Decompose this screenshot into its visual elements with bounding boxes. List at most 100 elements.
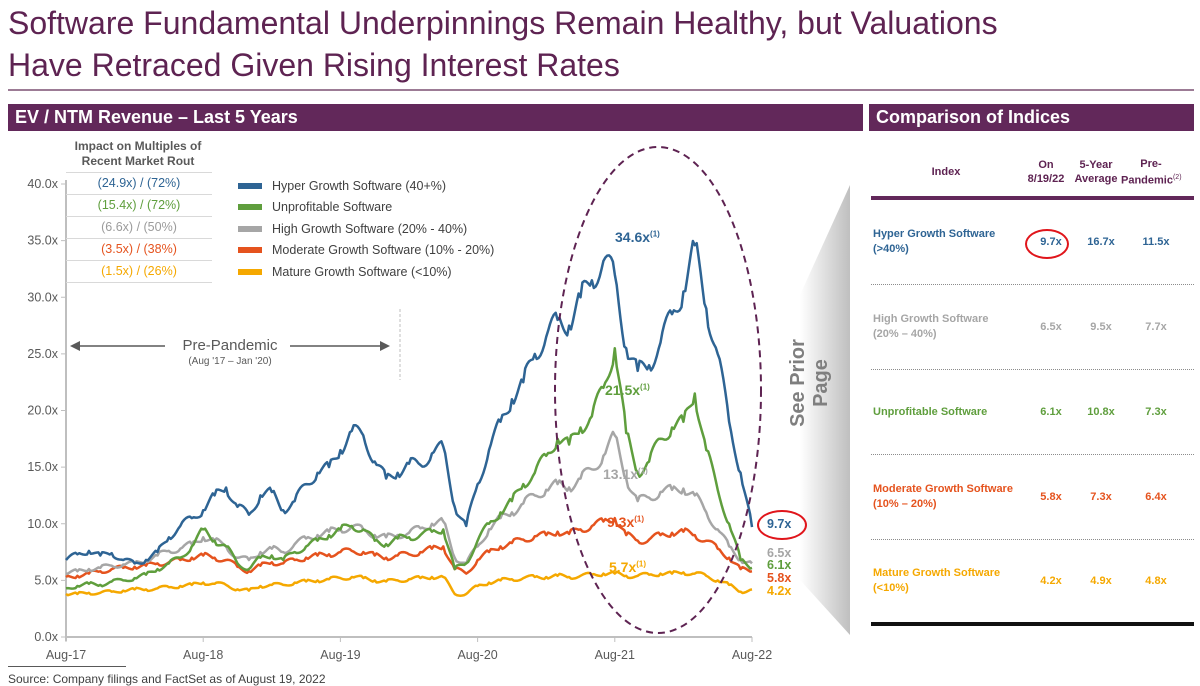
index-name-cell: High Growth Software (20% – 40%): [871, 312, 1026, 342]
y-tick-label: 35.0x: [27, 234, 58, 248]
legend-label: High Growth Software (20% - 40%): [272, 221, 468, 236]
index-range: (20% – 40%): [873, 328, 937, 340]
y-tick-label: 40.0x: [27, 177, 58, 191]
y-tick-label: 25.0x: [27, 347, 58, 361]
hyper-peak-value: 34.6x: [615, 229, 651, 245]
end-label-unprofitable: 6.1x: [767, 558, 792, 572]
x-tick-label: Aug-19: [320, 648, 360, 662]
footnote-mark: (1): [634, 514, 645, 524]
value-on-date: 4.2x: [1040, 574, 1062, 587]
y-tick-label: 30.0x: [27, 290, 58, 304]
end-label-moderate: 5.8x: [767, 571, 792, 585]
impact-row: (6.6x) / (50%): [66, 216, 212, 238]
highlight-circle: [757, 510, 807, 540]
comparison-row: High Growth Software (20% – 40%) 6.5x 9.5x 7…: [871, 285, 1194, 370]
index-range: (10% – 20%): [873, 498, 937, 510]
index-range: (<10%): [873, 582, 909, 594]
mature-peak-annotation: 5.7x(1): [609, 559, 646, 575]
value-5yr-avg: 4.9x: [1090, 574, 1112, 587]
index-range: (>40%): [873, 243, 909, 255]
footnote-mark: (1): [636, 559, 647, 569]
impact-row: (1.5x) / (26%): [66, 260, 212, 283]
comparison-row: Unprofitable Software 6.1x 10.8x 7.3x: [871, 370, 1194, 455]
impact-table: (24.9x) / (72%) (15.4x) / (72%) (6.6x) / (…: [66, 172, 212, 283]
value-on-date: 6.5x: [1040, 320, 1062, 333]
impact-heading: Impact on Multiples of Recent Market Rou…: [58, 139, 218, 169]
comparison-table: Index On 8/19/22 5-Year Average Pre-Pand…: [871, 150, 1194, 626]
index-name-cell: Unprofitable Software: [871, 405, 1026, 420]
pre-pandemic-range: (Aug '17 – Jan '20): [188, 356, 272, 367]
chart-section-header: EV / NTM Revenue – Last 5 Years: [8, 104, 863, 131]
value-5yr-avg: 7.3x: [1090, 490, 1112, 503]
x-tick-label: Aug-22: [732, 648, 772, 662]
y-tick-label: 0.0x: [34, 630, 58, 644]
legend-label: Moderate Growth Software (10% - 20%): [272, 243, 495, 258]
series-line-high-growth-software: [66, 430, 753, 575]
index-name-cell: Hyper Growth Software (>40%): [871, 227, 1026, 257]
y-tick-label: 15.0x: [27, 460, 58, 474]
index-name: High Growth Software: [873, 313, 989, 325]
comparison-row: Moderate Growth Software (10% – 20%) 5.8x 7…: [871, 455, 1194, 540]
value-pre-pandemic: 6.4x: [1145, 490, 1167, 503]
y-tick-label: 20.0x: [27, 404, 58, 418]
moderate-peak-annotation: 9.3x(1): [607, 514, 644, 530]
impact-row: (24.9x) / (72%): [66, 172, 212, 194]
unprofitable-peak-annotation: 21.5x(1): [605, 382, 650, 398]
y-tick-label: 10.0x: [27, 517, 58, 531]
unprofitable-peak-value: 21.5x: [605, 382, 641, 398]
legend-item: High Growth Software (20% - 40%): [238, 218, 494, 240]
title-divider: [8, 89, 1194, 91]
header-on-date: On 8/19/22: [1027, 159, 1065, 185]
title-line-2: Have Retraced Given Rising Interest Rate…: [8, 47, 620, 83]
value-5yr-avg: 9.5x: [1090, 320, 1112, 333]
see-prior-page-callout: [800, 185, 850, 635]
value-5yr-avg: 16.7x: [1087, 235, 1115, 248]
legend-item: Moderate Growth Software (10% - 20%): [238, 240, 494, 262]
footnote-mark: (1): [638, 466, 648, 476]
legend-swatch: [238, 182, 262, 189]
legend-swatch: [238, 204, 262, 211]
x-tick-label: Aug-20: [457, 648, 497, 662]
value-pre-pandemic: 7.7x: [1145, 320, 1167, 333]
legend-item: Hyper Growth Software (40+%): [238, 175, 494, 197]
value-on-date: 6.1x: [1040, 405, 1062, 418]
value-on-date: 5.8x: [1040, 490, 1062, 503]
series-line-unprofitable-software: [65, 346, 753, 590]
series-line-hyper-growth-software: [65, 239, 754, 565]
high-growth-peak-annotation: 13.1x(1): [603, 466, 648, 482]
legend-item: Unprofitable Software: [238, 197, 494, 219]
impact-row: (15.4x) / (72%): [66, 194, 212, 216]
impact-row: (3.5x) / (38%): [66, 238, 212, 260]
comparison-section-header: Comparison of Indices: [869, 104, 1194, 131]
source-note: Source: Company filings and FactSet as o…: [8, 672, 326, 686]
arrow-right-icon: [380, 341, 390, 351]
header-pre-pandemic-label: Pre-Pandemic: [1121, 157, 1173, 187]
x-tick-label: Aug-18: [183, 648, 223, 662]
highlight-ellipse: [554, 146, 762, 634]
end-label-mature: 4.2x: [767, 584, 792, 598]
y-tick-label: 5.0x: [34, 573, 58, 587]
highlight-circle-table: [1025, 229, 1069, 259]
title-line-1: Software Fundamental Underpinnings Remai…: [8, 5, 998, 41]
page-title: Software Fundamental Underpinnings Remai…: [8, 2, 1198, 86]
comparison-row: Hyper Growth Software (>40%) 9.7x 16.7x 11.5…: [871, 200, 1194, 285]
chart-legend: Hyper Growth Software (40+%) Unprofitable…: [238, 175, 494, 283]
header-footnote: (2): [1172, 173, 1182, 181]
legend-swatch: [238, 268, 262, 275]
legend-swatch: [238, 225, 262, 232]
arrow-left-icon: [70, 341, 80, 351]
value-pre-pandemic: 7.3x: [1145, 405, 1167, 418]
value-pre-pandemic: 11.5x: [1142, 235, 1170, 248]
legend-swatch: [238, 247, 262, 254]
hyper-peak-annotation: 34.6x(1): [615, 229, 660, 245]
footnote-mark: (1): [640, 382, 650, 392]
header-index: Index: [931, 166, 961, 178]
high-growth-peak-value: 13.1x: [603, 466, 639, 482]
header-pre-pandemic: Pre-Pandemic(2): [1121, 157, 1182, 188]
index-name: Unprofitable Software: [873, 405, 988, 418]
moderate-peak-value: 9.3x: [607, 514, 635, 530]
impact-heading-line1: Impact on Multiples of: [74, 139, 202, 153]
index-name: Mature Growth Software: [873, 567, 1001, 579]
source-divider: [8, 666, 126, 667]
legend-item: Mature Growth Software (<10%): [238, 261, 494, 283]
